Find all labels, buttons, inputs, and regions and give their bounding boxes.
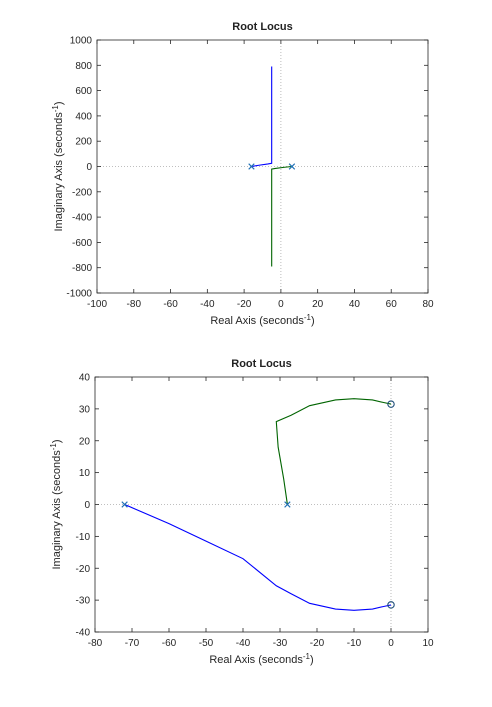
y-tick-label: 0	[86, 162, 92, 173]
y-tick-label: -30	[76, 596, 91, 607]
x-axis-label: Real Axis (seconds-1)	[210, 313, 314, 327]
x-tick-label: -30	[273, 638, 288, 649]
x-tick-label: -20	[310, 638, 325, 649]
x-tick-label: -20	[237, 299, 252, 310]
x-tick-label: -50	[199, 638, 214, 649]
y-tick-label: -400	[72, 213, 92, 224]
y-tick-label: -600	[72, 238, 92, 249]
pole-marker	[288, 163, 296, 170]
y-axis-label: Imaginary Axis (seconds-1)	[51, 101, 65, 231]
locus-branch-1	[251, 66, 273, 168]
x-tick-label: -100	[87, 299, 107, 310]
y-tick-label: -10	[76, 532, 91, 543]
x-tick-label: -60	[162, 638, 177, 649]
chart-title: Root Locus	[231, 358, 292, 370]
zero-marker	[387, 400, 395, 408]
y-tick-label: 400	[75, 111, 92, 122]
plot-area	[94, 376, 429, 633]
pole-stroke-b	[248, 163, 255, 170]
x-tick-label: -10	[347, 638, 362, 649]
y-tick-label: 800	[75, 61, 92, 72]
x-tick-label: 40	[349, 299, 361, 310]
x-tick-label: -80	[88, 638, 103, 649]
chart-1: -100 -80 -60 -40 -20 0 20 40 60 80-1000-800-600-4…	[51, 21, 434, 327]
locus-branch-2	[275, 398, 392, 505]
chart-2: -80 -70 -60 -50 -40 -30 -20 -10 0 10 -40 -30 -20 -10 0…	[49, 358, 434, 666]
x-tick-label: 20	[312, 299, 324, 310]
pole-stroke-b	[288, 163, 296, 170]
x-tick-label: -40	[200, 299, 215, 310]
y-tick-label: 20	[79, 436, 91, 447]
y-tick-label: 200	[75, 137, 92, 148]
y-tick-label: 1000	[70, 36, 93, 47]
x-tick-label: 80	[422, 299, 434, 310]
y-tick-label: 600	[75, 86, 92, 97]
y-tick-label: 30	[79, 404, 91, 415]
x-tick-label: 10	[422, 638, 434, 649]
x-tick-label: -70	[125, 638, 140, 649]
x-tick-label: -60	[163, 299, 178, 310]
x-tick-label: 0	[388, 638, 394, 649]
y-tick-label: -200	[72, 187, 92, 198]
y-tick-label: 40	[79, 373, 91, 384]
y-tick-label: 10	[79, 468, 91, 479]
locus-branch-2	[271, 165, 292, 267]
x-tick-label: -40	[236, 638, 251, 649]
pole-stroke-b	[121, 501, 128, 508]
x-tick-label: -80	[127, 299, 142, 310]
y-tick-label: -1000	[66, 289, 92, 300]
zero-marker	[387, 601, 395, 609]
chart-title: Root Locus	[232, 21, 293, 33]
locus-branch-1	[124, 503, 392, 611]
y-axis-label: Imaginary Axis (seconds-1)	[49, 439, 63, 569]
y-tick-label: 0	[84, 500, 90, 511]
pole-stroke-b	[284, 501, 291, 508]
x-axis-label: Real Axis (seconds-1)	[209, 652, 313, 666]
x-tick-label: 0	[278, 299, 284, 310]
y-tick-label: -800	[72, 263, 92, 274]
y-tick-label: -20	[76, 564, 91, 575]
pole-marker	[284, 501, 291, 508]
y-tick-label: -40	[76, 628, 91, 639]
pole-marker	[121, 501, 128, 508]
x-tick-label: 60	[386, 299, 398, 310]
pole-marker	[248, 163, 255, 170]
